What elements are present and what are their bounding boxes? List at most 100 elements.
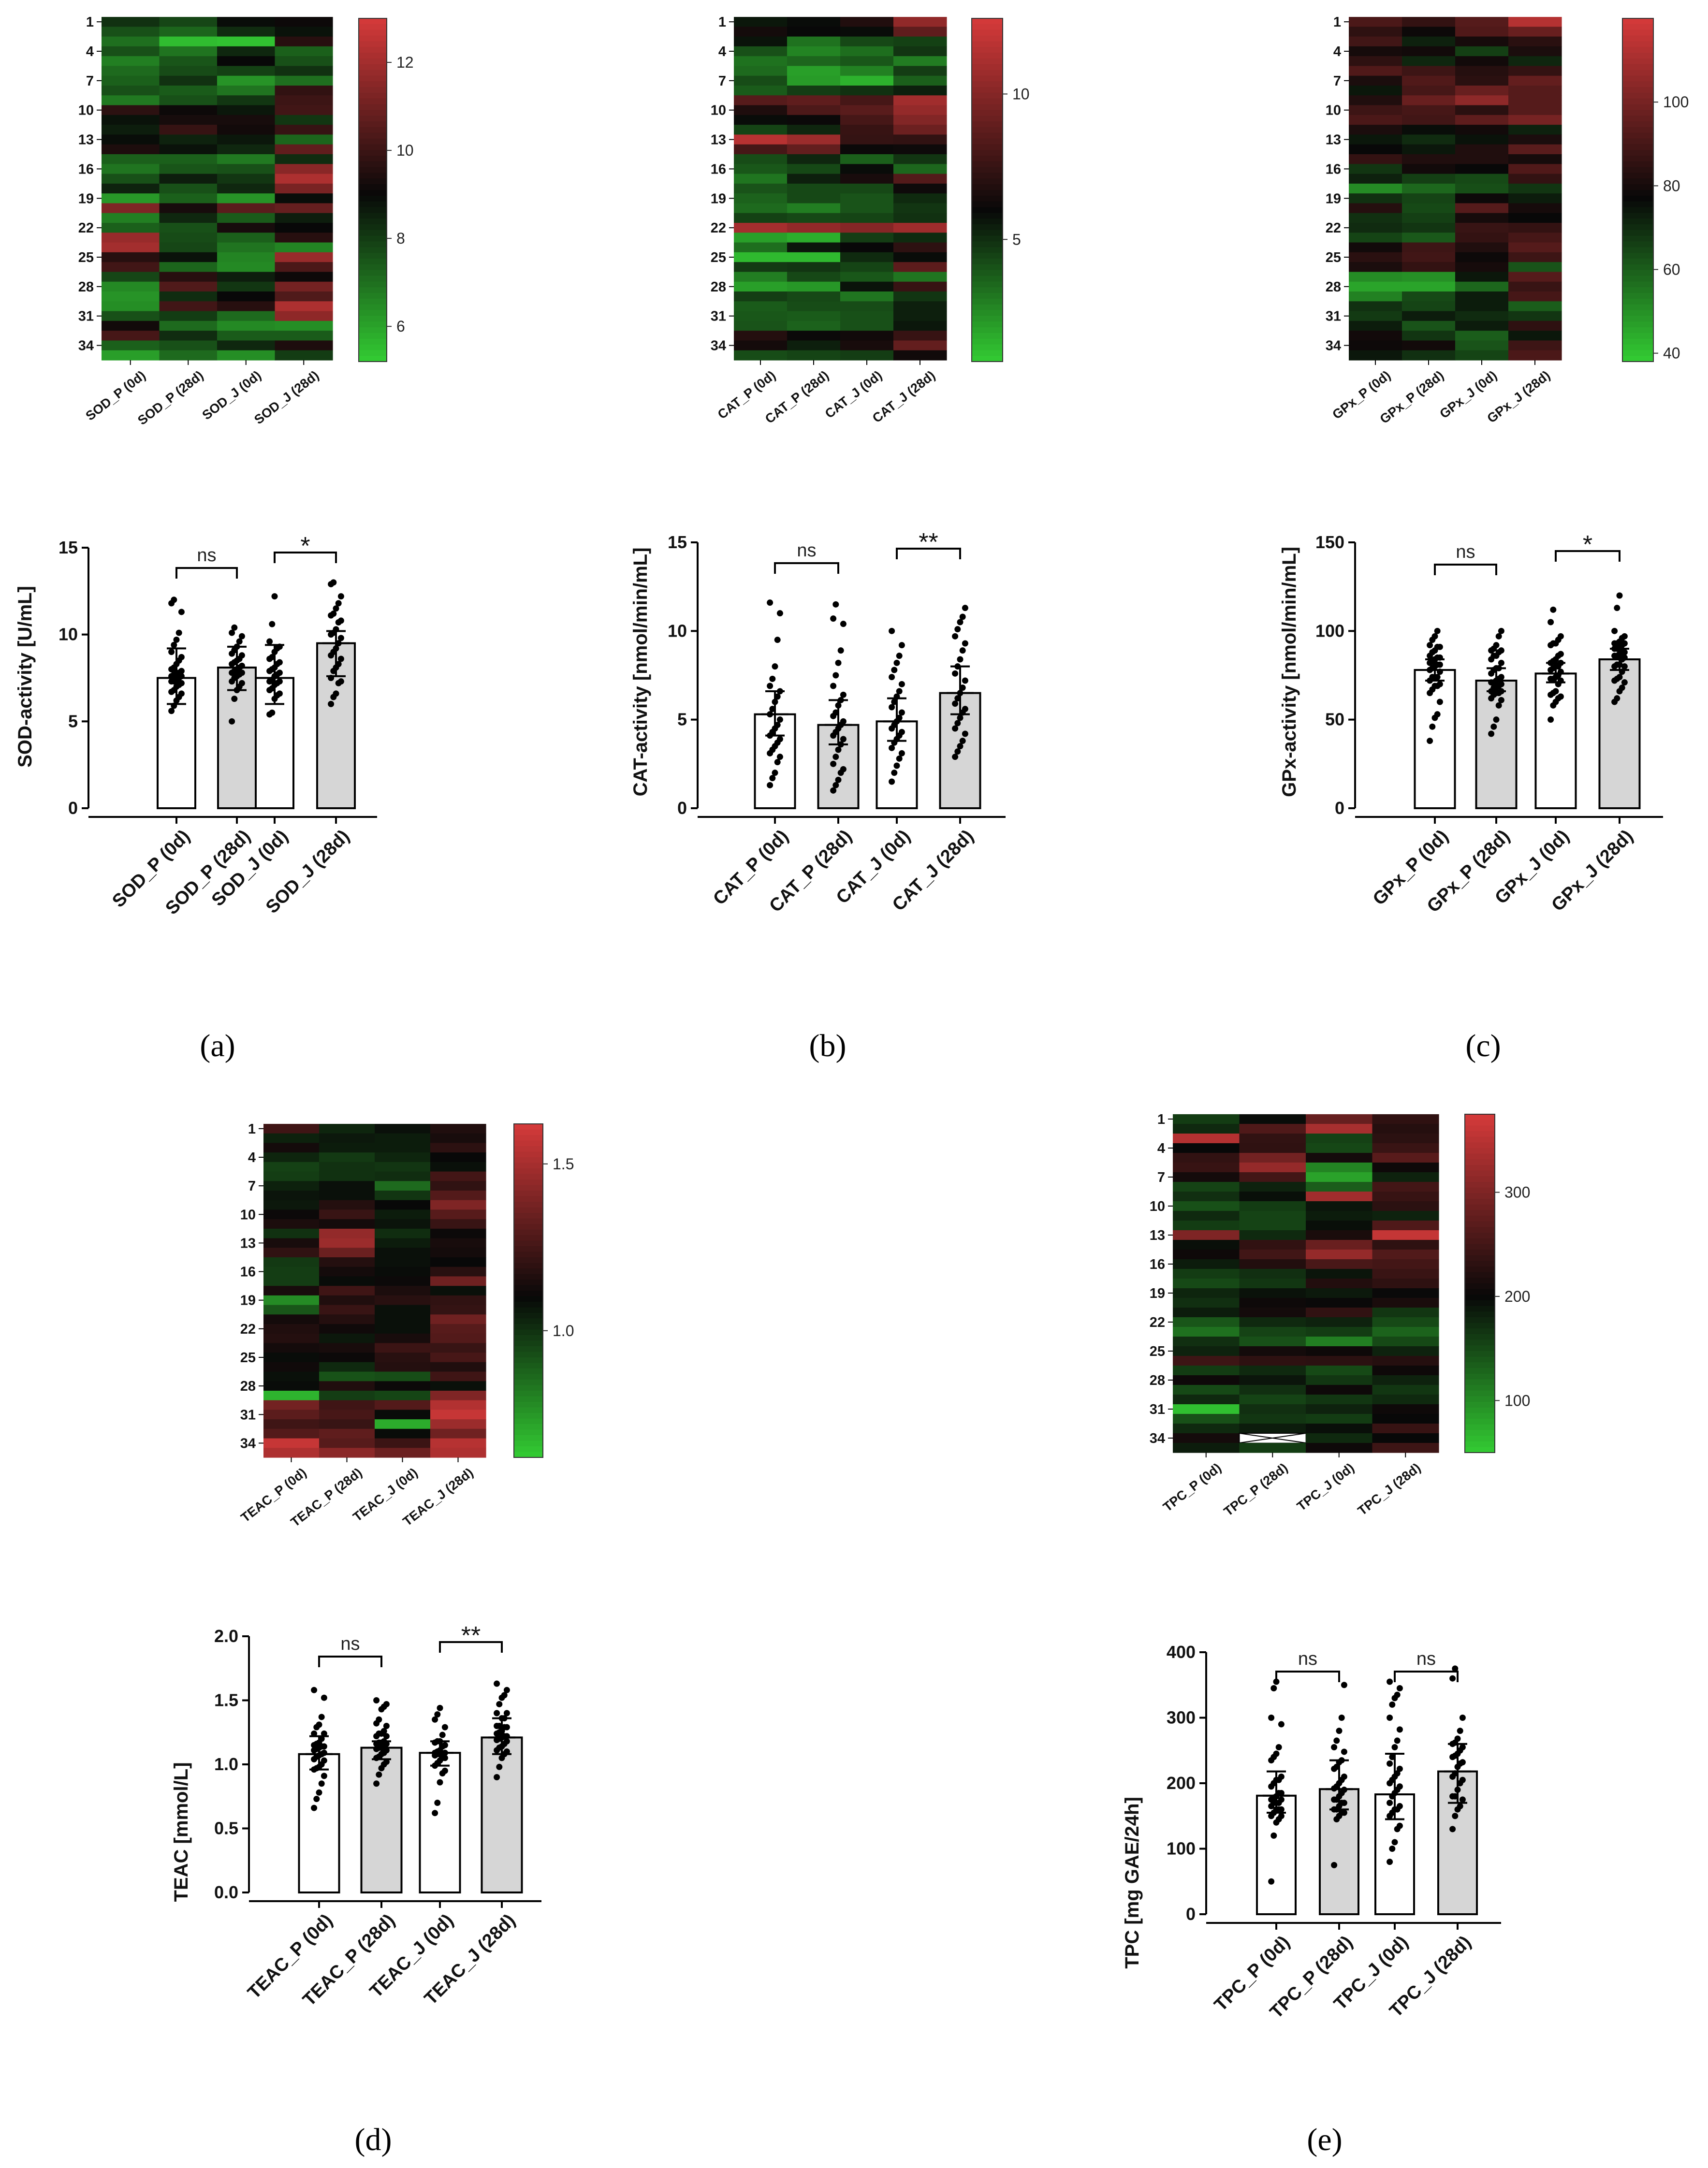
gpx-cell [1508,272,1562,282]
teac-colorbar-segment [514,1263,543,1269]
teac-cell [319,1228,375,1239]
tpc-cell [1239,1346,1306,1356]
sod-cell [102,311,160,321]
cat-data-point [898,681,905,687]
gpx-colorbar-label: 60 [1663,261,1680,278]
sod-data-point [335,600,342,607]
teac-significance-bracket [318,1656,382,1667]
cat-colorbar-segment [972,195,1003,202]
gpx-cell [1508,301,1562,312]
gpx-cell [1402,213,1456,223]
cat-data-point [959,613,966,620]
teac-colorbar-segment [514,1340,543,1347]
cat-colorbar-segment [972,132,1003,139]
tpc-cell [1306,1395,1373,1405]
cat-data-point [832,672,839,679]
tpc-cell [1173,1337,1240,1347]
cat-colorbar-segment [972,70,1003,76]
cat-data-point [769,675,776,682]
cat-data-point [767,599,774,606]
gpx-data-point [1490,723,1497,730]
cat-colorbar-segment [972,230,1003,236]
cat-colorbar-segment [972,344,1003,351]
teac-cell [263,1353,320,1363]
tpc-data-point [1396,1783,1403,1790]
teac-cell [375,1248,431,1258]
teac-colorbar-segment [514,1352,543,1358]
gpx-cell [1508,203,1562,214]
gpx-colorbar-segment [1622,304,1653,311]
gpx-data-point [1427,738,1433,744]
tpc-data-point [1278,1721,1285,1728]
teac-cell [375,1181,431,1191]
gpx-cell [1508,66,1562,76]
cat-data-point [830,760,837,767]
sod-cell [275,66,333,76]
tpc-significance-label: ns [1298,1649,1317,1669]
gpx-data-point [1621,679,1628,686]
sod-row-label: 28 [78,279,94,295]
tpc-cell [1372,1424,1439,1434]
sod-data-point [330,611,337,617]
cat-row-label: 22 [711,220,726,236]
teac-cell [375,1143,431,1153]
gpx-colorbar-segment [1622,201,1653,208]
tpc-cell [1173,1192,1240,1202]
cat-colorbar-segment [972,116,1003,122]
teac-data-point [496,1763,503,1770]
sod-cell [275,223,333,233]
tpc-cell [1239,1134,1306,1144]
cat-cell [840,134,894,145]
tpc-cell [1239,1395,1306,1405]
cat-cell [893,174,947,184]
tpc-colorbar-segment [1465,1385,1495,1391]
teac-colorbar-segment [514,1291,543,1297]
teac-cell [430,1371,486,1382]
sod-cell [159,331,218,341]
sod-cell [159,223,218,233]
tpc-cell [1372,1443,1439,1453]
teac-cell [319,1314,375,1324]
sod-cell [159,203,218,214]
gpx-cell [1508,144,1562,155]
teac-cell [319,1276,375,1286]
sod-colorbar-segment [359,213,387,219]
tpc-colorbar-segment [1465,1345,1495,1352]
teac-cell [375,1428,431,1439]
gpx-data-point [1493,716,1500,723]
teac-cell [375,1343,431,1353]
tpc-column-label: TPC_P (28d) [1221,1460,1290,1519]
sod-cell [102,164,160,175]
sod-colorbar-segment [359,350,387,356]
cat-colorbar-segment [972,161,1003,168]
gpx-colorbar-segment [1622,47,1653,53]
teac-cell [375,1419,431,1429]
teac-cell [375,1381,431,1391]
cat-data-point [830,787,837,794]
tpc-y-tick-label: 100 [1167,1839,1196,1859]
teac-cell [319,1410,375,1420]
tpc-data-point [1394,1737,1401,1744]
sod-cell [102,125,160,135]
teac-cell [375,1400,431,1411]
sod-cell [275,272,333,282]
cat-cell [840,17,894,27]
tpc-colorbar-segment [1465,1295,1495,1301]
gpx-cell [1455,272,1509,282]
cat-cell [840,46,894,57]
tpc-cell [1306,1124,1373,1134]
tpc-data-point [1341,1682,1347,1688]
gpx-data-point [1427,642,1433,649]
sod-cell [159,36,218,47]
gpx-data-point [1498,674,1504,681]
teac-cell [430,1353,486,1363]
cat-cell [787,27,841,37]
cat-cell [787,242,841,253]
teac-cell [375,1152,431,1163]
gpx-cell [1349,213,1402,223]
sod-data-point [238,680,245,686]
gpx-cell [1349,262,1402,273]
cat-cell [840,36,894,47]
